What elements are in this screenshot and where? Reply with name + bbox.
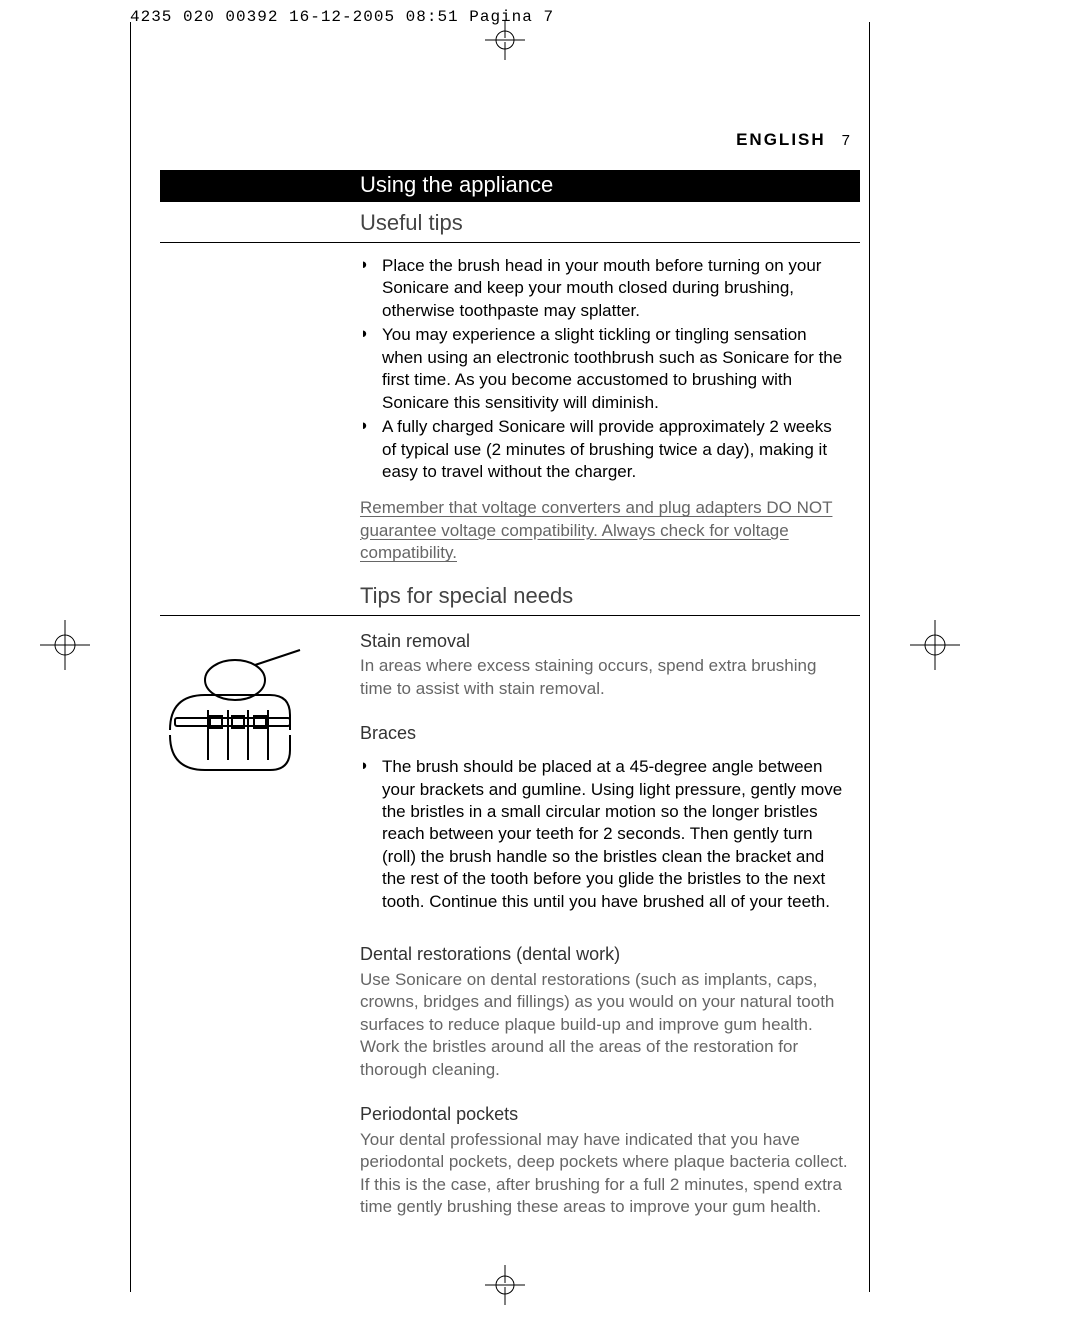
list-item: You may experience a slight tickling or …	[360, 324, 850, 414]
divider	[160, 615, 860, 616]
dental-text: Use Sonicare on dental restorations (suc…	[360, 969, 850, 1081]
braces-illustration-icon	[160, 640, 325, 800]
special-needs-title: Tips for special needs	[360, 583, 860, 609]
stain-text: In areas where excess staining occurs, s…	[360, 655, 850, 700]
list-item: A fully charged Sonicare will provide ap…	[360, 416, 850, 483]
useful-tips-title: Useful tips	[360, 210, 860, 236]
useful-tips-list: Place the brush head in your mouth befor…	[360, 255, 850, 483]
section-bar-title: Using the appliance	[360, 172, 553, 197]
page-number: 7	[842, 132, 850, 149]
voltage-note: Remember that voltage converters and plu…	[360, 497, 850, 564]
perio-heading: Periodontal pockets	[360, 1103, 850, 1127]
registration-mark-right-icon	[910, 620, 960, 670]
perio-text: Your dental professional may have indica…	[360, 1129, 850, 1219]
list-item: Place the brush head in your mouth befor…	[360, 255, 850, 322]
braces-heading: Braces	[360, 722, 850, 746]
divider	[160, 242, 860, 243]
stain-heading: Stain removal	[360, 630, 850, 654]
page-content: ENGLISH 7 Using the appliance Useful tip…	[160, 130, 860, 1219]
section-bar: Using the appliance	[160, 170, 860, 202]
language-label: ENGLISH	[736, 130, 826, 150]
dental-heading: Dental restorations (dental work)	[360, 943, 850, 967]
registration-mark-left-icon	[40, 620, 90, 670]
braces-bullet: The brush should be placed at a 45-degre…	[360, 756, 850, 913]
